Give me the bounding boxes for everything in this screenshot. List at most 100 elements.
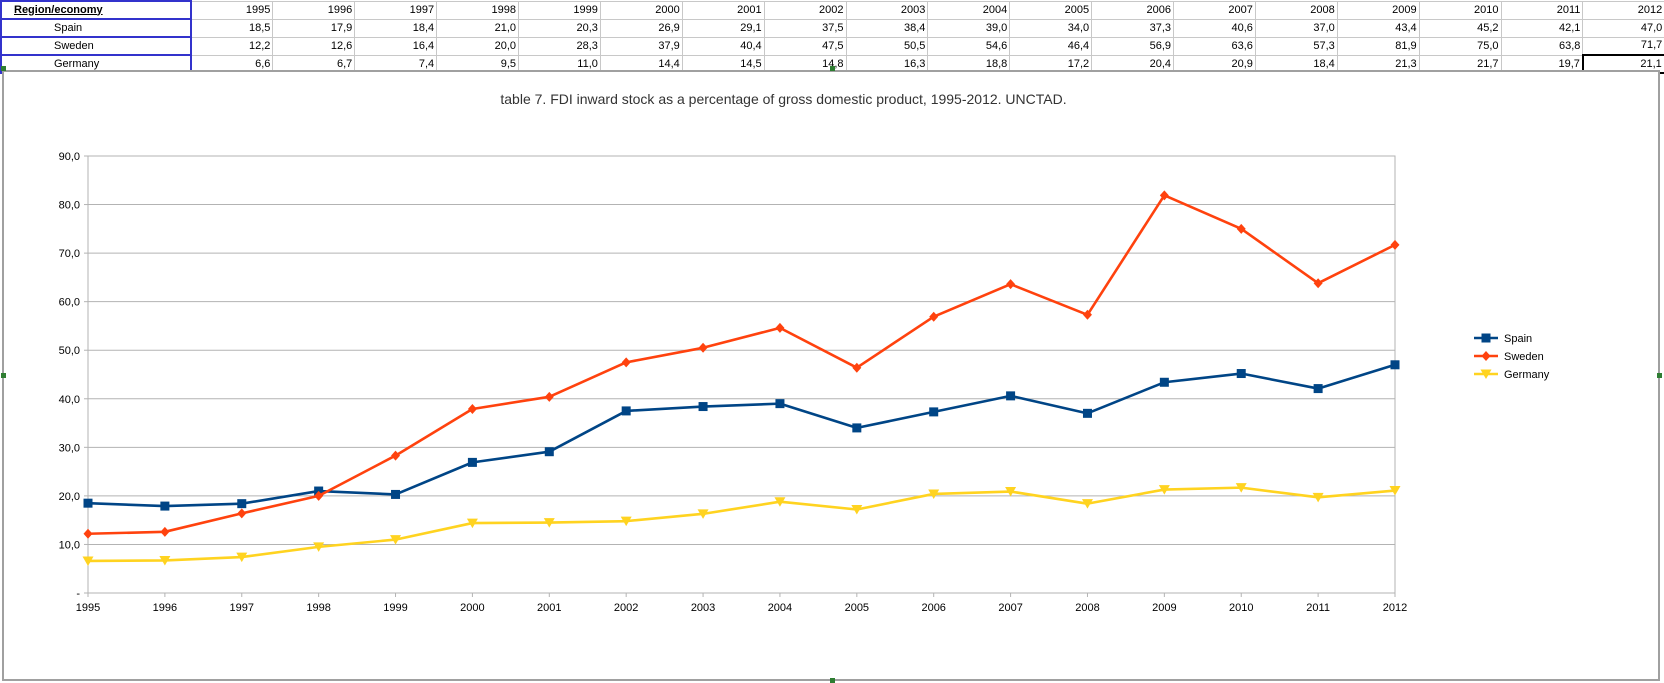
data-point-sweden [1236,223,1246,234]
x-tick-label: 2012 [1383,602,1407,614]
value-cell[interactable]: 20,0 [436,36,519,56]
header-year-cell[interactable]: 2012 [1582,0,1664,20]
value-cell[interactable]: 40,6 [1173,18,1256,38]
data-point-germany [159,555,171,566]
row-label-cell[interactable]: Spain [0,18,192,38]
resize-handle-right-middle[interactable] [1657,373,1662,378]
header-year-cell[interactable]: 1995 [190,0,274,20]
value-cell[interactable]: 43,4 [1336,18,1420,38]
value-cell[interactable]: 21,0 [436,18,519,38]
value-cell[interactable]: 81,9 [1336,36,1420,56]
chart-object[interactable]: table 7. FDI inward stock as a percentag… [2,70,1660,681]
resize-handle-top-left[interactable] [1,66,6,71]
x-tick-label: 1996 [153,602,177,614]
header-year-cell[interactable]: 1999 [518,0,601,20]
value-cell[interactable]: 18,5 [190,18,274,38]
value-cell[interactable]: 26,9 [599,18,683,38]
value-cell[interactable]: 20,4 [1091,54,1174,74]
value-cell[interactable]: 21,7 [1418,54,1502,74]
row-label-cell[interactable]: Sweden [0,36,192,56]
value-cell[interactable]: 46,4 [1009,36,1093,56]
value-cell[interactable]: 16,4 [354,36,438,56]
value-cell[interactable]: 56,9 [1091,36,1174,56]
resize-handle-left-middle[interactable] [1,373,6,378]
value-cell[interactable]: 29,1 [681,18,765,38]
resize-handle-bottom-center[interactable] [830,678,835,683]
x-tick-label: 2003 [691,602,715,614]
value-cell[interactable]: 38,4 [845,18,929,38]
value-cell[interactable]: 45,2 [1418,18,1502,38]
header-year-cell[interactable]: 2008 [1254,0,1338,20]
x-tick-label: 1999 [383,602,407,614]
table-header-row: Region/economy 1995 1996 1997 1998 1999 2000 20… [0,0,1664,20]
y-tick-label: 50,0 [59,345,80,357]
value-cell[interactable]: 50,5 [845,36,929,56]
header-year-cell[interactable]: 2000 [599,0,683,20]
value-cell[interactable]: 63,6 [1173,36,1256,56]
header-year-cell[interactable]: 2004 [927,0,1011,20]
value-cell[interactable]: 75,0 [1418,36,1502,56]
header-year-cell[interactable]: 2007 [1173,0,1256,20]
data-point-germany [236,552,248,563]
value-cell[interactable]: 63,8 [1500,36,1584,56]
value-cell[interactable]: 42,1 [1500,18,1584,38]
header-year-cell[interactable]: 2003 [845,0,929,20]
x-tick-label: 1997 [230,602,254,614]
header-year-cell[interactable]: 1997 [354,0,438,20]
value-cell[interactable]: 18,4 [354,18,438,38]
value-cell[interactable]: 47,0 [1582,18,1664,38]
value-cell[interactable]: 37,0 [1254,18,1338,38]
value-cell[interactable]: 47,5 [763,36,847,56]
series-line-germany [87,486,1396,563]
header-year-cell[interactable]: 1996 [272,0,356,20]
resize-handle-top-center[interactable] [830,66,835,71]
header-year-cell[interactable]: 2009 [1336,0,1420,20]
value-cell[interactable]: 37,9 [599,36,683,56]
value-cell[interactable]: 19,7 [1500,54,1584,74]
value-cell[interactable]: 57,3 [1254,36,1338,56]
value-cell[interactable]: 54,6 [927,36,1011,56]
data-point-germany [928,489,940,499]
data-point-spain [621,406,631,416]
data-point-germany [466,518,478,529]
header-year-cell[interactable]: 2002 [763,0,847,20]
table-row: Spain 18,5 17,9 18,4 21,0 20,3 26,9 29,1 37,5 38,… [0,18,1664,38]
data-point-spain [852,423,862,433]
value-cell[interactable]: 12,2 [190,36,274,56]
data-point-sweden [1390,239,1400,250]
data-point-germany [620,516,632,527]
value-cell[interactable]: 34,0 [1009,18,1093,38]
y-tick-label: - [76,588,80,600]
header-year-cell[interactable]: 2001 [681,0,765,20]
header-year-cell[interactable]: 2010 [1418,0,1502,20]
value-cell[interactable]: 37,5 [763,18,847,38]
data-point-spain [929,407,939,417]
data-point-spain [160,501,170,511]
data-point-spain [1313,384,1323,394]
header-year-cell[interactable]: 2006 [1091,0,1174,20]
header-year-cell[interactable]: 1998 [436,0,519,20]
x-tick-label: 2000 [460,602,484,614]
data-point-spain [775,399,785,409]
data-point-spain [237,499,247,509]
value-cell[interactable]: 12,6 [272,36,356,56]
value-cell[interactable]: 9,5 [436,54,519,74]
value-cell[interactable]: 71,7 [1582,36,1664,56]
header-year-cell[interactable]: 2011 [1500,0,1584,20]
value-cell[interactable]: 37,3 [1091,18,1174,38]
data-point-spain [1390,360,1400,370]
value-cell[interactable]: 39,0 [927,18,1011,38]
value-cell[interactable]: 28,3 [518,36,601,56]
data-point-spain [1159,377,1169,387]
value-cell[interactable]: 40,4 [681,36,765,56]
data-point-germany [390,535,402,545]
header-region-economy[interactable]: Region/economy [0,0,192,20]
legend-marker-spain [1481,333,1491,343]
legend-label-spain: Spain [1504,333,1532,345]
value-cell[interactable]: 21,3 [1336,54,1420,74]
value-cell[interactable]: 20,3 [518,18,601,38]
y-tick-label: 40,0 [59,394,80,406]
header-year-cell[interactable]: 2005 [1009,0,1093,20]
value-cell[interactable]: 17,9 [272,18,356,38]
series-line-sweden [87,194,1396,536]
